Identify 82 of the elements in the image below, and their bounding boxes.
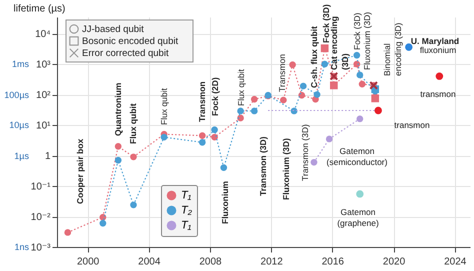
point <box>314 91 320 98</box>
annotation: Fock (3D) <box>352 12 362 50</box>
annotation: Binomial encoding (3D) <box>382 22 403 76</box>
point <box>436 72 444 80</box>
point <box>211 134 218 141</box>
text: 1µs <box>14 151 30 161</box>
y-axis-title: lifetime (µs) <box>14 4 66 14</box>
annotation: Flux qubit <box>159 88 169 125</box>
point <box>198 132 206 139</box>
y-tick-label: 10¹ <box>36 120 52 132</box>
annotation: C-sh. flux qubit <box>309 26 319 88</box>
annotation: Bosonic encoded qubit <box>82 36 178 47</box>
y-tick-label: 10² <box>36 90 52 102</box>
annotation: Flux qubit <box>128 103 138 144</box>
point <box>114 156 122 164</box>
point <box>300 82 307 90</box>
x-tick-label: 2020 <box>382 256 406 268</box>
point <box>353 52 360 59</box>
x-tick-label: 2000 <box>76 256 100 268</box>
point <box>356 115 364 122</box>
point <box>160 134 168 141</box>
y-tick-label: 10⁻¹ <box>30 182 52 193</box>
annotation: Quantronium <box>113 82 123 136</box>
point <box>321 60 328 68</box>
annotation: Transmon <box>197 81 207 122</box>
legend-label: T₂ <box>181 204 193 216</box>
y-tick-label: 10⁻² <box>30 212 52 224</box>
annotation: U. Maryland <box>410 36 460 46</box>
point <box>198 139 206 146</box>
annotation: transmon <box>394 120 430 130</box>
annotation: Fluxonium <box>220 180 230 224</box>
point <box>220 164 228 172</box>
point <box>237 108 244 114</box>
point <box>280 96 287 104</box>
point <box>310 158 318 166</box>
x-tick-label: 2012 <box>260 256 284 268</box>
annotation: JJ-based qubit <box>82 24 144 35</box>
annotation: Transmon <box>277 54 287 92</box>
annotation: Transmon (3D) <box>300 124 310 181</box>
annotation: Gatemon (semiconductor) <box>326 146 388 167</box>
point <box>289 61 296 68</box>
point <box>237 114 244 122</box>
point <box>211 126 218 134</box>
point <box>358 80 366 88</box>
point <box>250 96 258 103</box>
annotation: Cat encoding (3D) <box>329 16 350 70</box>
legend-label: T₁ <box>181 220 192 232</box>
annotation: Transmon (3D) <box>258 136 268 196</box>
text: 1ms <box>12 59 30 69</box>
annotation: transmon <box>420 89 456 99</box>
point <box>130 202 137 208</box>
point <box>130 154 137 160</box>
text: 100µs <box>4 90 30 100</box>
y-tick-label: 10⁻³ <box>30 242 52 254</box>
point <box>250 108 258 114</box>
y-tick-label: 10³ <box>36 60 52 71</box>
x-tick-label: 2024 <box>444 256 467 268</box>
text: 10µs <box>9 120 30 130</box>
annotation: Fock (2D) <box>210 77 220 116</box>
y-tick-label: 10⁴ <box>35 29 50 40</box>
y-tick-label: 1 <box>44 151 51 162</box>
point <box>374 106 382 114</box>
point <box>64 229 72 236</box>
point <box>356 190 364 198</box>
annotation: Fock (3D) <box>321 4 331 43</box>
point <box>405 43 413 51</box>
annotation: Flux qubit <box>236 68 246 106</box>
point <box>326 136 333 142</box>
annotation: Gatemon (graphene) <box>337 207 379 228</box>
point <box>100 220 106 227</box>
annotation: Cooper pair box <box>75 138 85 204</box>
point <box>114 143 122 150</box>
annotation: Fluxonium (3D) <box>362 12 372 70</box>
annotation: Error corrected qubit <box>82 48 169 59</box>
annotation: Fluxonium (3D) <box>281 138 291 200</box>
annotation: fluxonium <box>420 45 456 55</box>
point <box>356 72 364 78</box>
x-tick-label: 2008 <box>199 256 222 268</box>
legend-label: T₁ <box>181 190 192 202</box>
x-tick-label: 2016 <box>322 256 344 268</box>
text: 1ns <box>14 242 30 252</box>
x-tick-label: 2004 <box>138 256 161 268</box>
